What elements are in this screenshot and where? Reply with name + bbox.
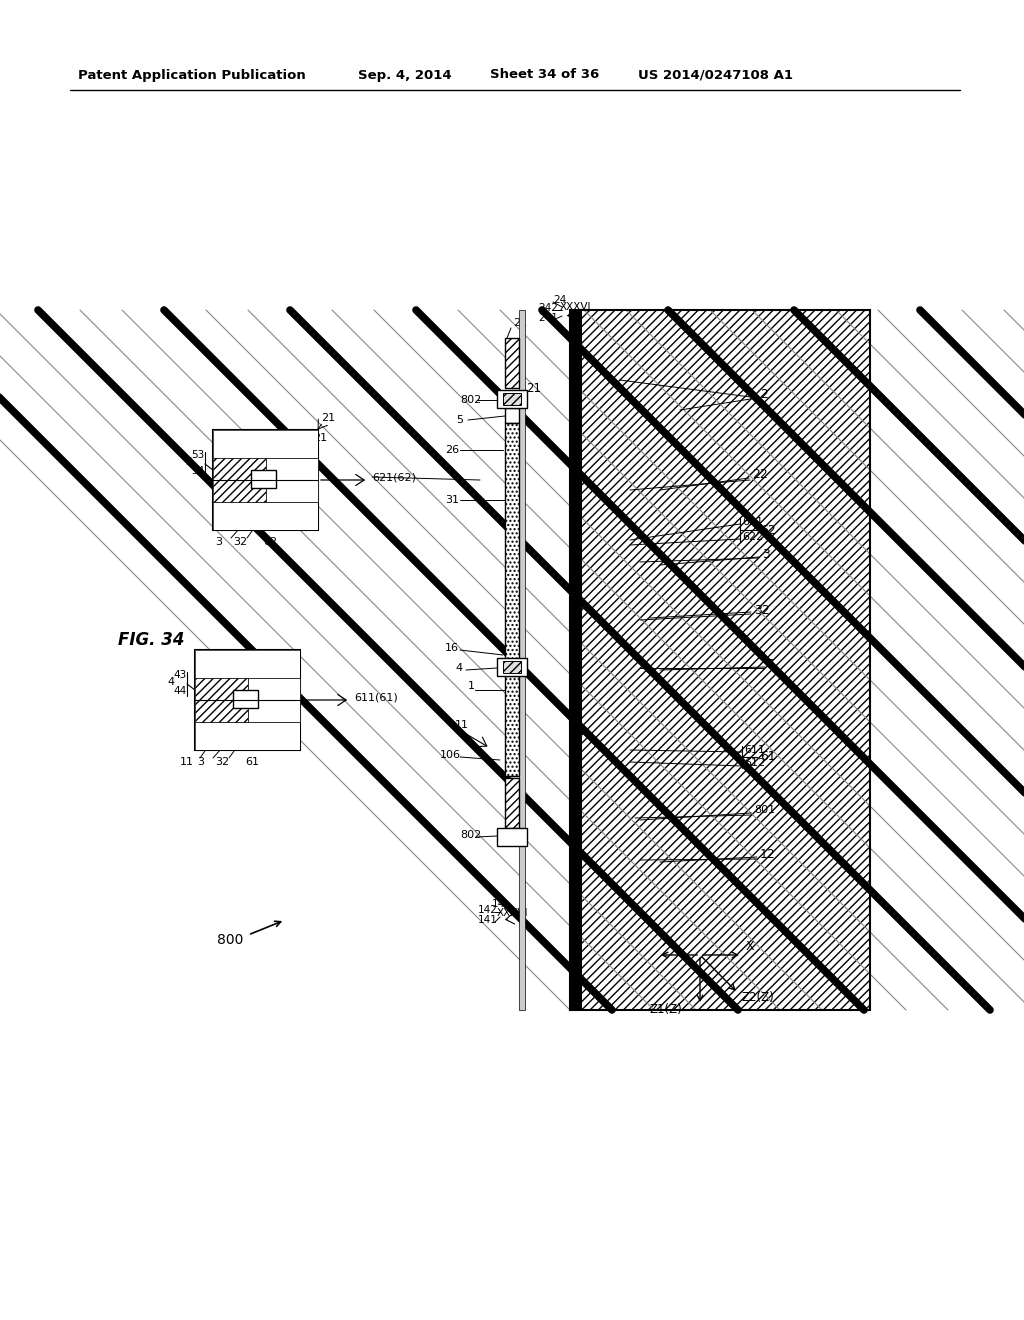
Text: 621: 621 xyxy=(742,517,763,527)
Text: 61: 61 xyxy=(760,751,776,763)
Bar xyxy=(195,722,300,750)
Text: X: X xyxy=(662,936,671,949)
Text: 62: 62 xyxy=(263,537,278,546)
Bar xyxy=(213,458,318,502)
Text: 11: 11 xyxy=(455,719,469,730)
Text: 21: 21 xyxy=(526,381,541,395)
Bar xyxy=(505,408,519,422)
Text: 26: 26 xyxy=(445,445,459,455)
Bar xyxy=(265,458,318,502)
Bar xyxy=(503,661,521,673)
Bar xyxy=(570,310,870,1010)
Text: 3: 3 xyxy=(197,756,204,767)
Text: 1: 1 xyxy=(768,659,776,672)
Text: 621(62): 621(62) xyxy=(372,473,416,482)
Text: 24: 24 xyxy=(553,294,566,305)
Text: 3: 3 xyxy=(215,537,222,546)
Text: Patent Application Publication: Patent Application Publication xyxy=(78,69,306,82)
Text: FIG. 34: FIG. 34 xyxy=(118,631,184,649)
Text: 611(61): 611(61) xyxy=(354,692,397,702)
Text: 21: 21 xyxy=(313,433,327,444)
Text: 611: 611 xyxy=(744,744,765,755)
Bar xyxy=(195,649,300,750)
Text: 22: 22 xyxy=(752,469,768,482)
Text: Sheet 34 of 36: Sheet 34 of 36 xyxy=(490,69,599,82)
Bar xyxy=(503,393,521,405)
Text: 3: 3 xyxy=(762,549,770,561)
Text: 1: 1 xyxy=(468,681,475,690)
Text: 4: 4 xyxy=(455,663,462,673)
Bar xyxy=(505,338,519,388)
Text: 32: 32 xyxy=(233,537,247,546)
Bar xyxy=(570,310,870,1010)
Bar xyxy=(251,470,276,488)
Bar xyxy=(195,722,300,750)
Text: 4: 4 xyxy=(167,677,174,686)
Text: Sep. 4, 2014: Sep. 4, 2014 xyxy=(358,69,452,82)
Text: 242: 242 xyxy=(538,304,558,313)
Text: 800: 800 xyxy=(217,933,244,946)
Text: 142: 142 xyxy=(478,906,498,915)
Bar xyxy=(570,310,870,1010)
Text: 106: 106 xyxy=(440,750,461,760)
Text: 43: 43 xyxy=(173,671,186,680)
Text: 241: 241 xyxy=(538,313,558,323)
Text: 2: 2 xyxy=(760,388,768,401)
Bar xyxy=(213,458,265,502)
Bar xyxy=(195,678,248,722)
Bar xyxy=(497,657,527,676)
Bar xyxy=(497,389,527,408)
Text: X: X xyxy=(746,940,755,953)
Bar xyxy=(213,430,318,531)
Text: 21: 21 xyxy=(513,318,527,327)
Text: 5: 5 xyxy=(185,457,193,467)
Text: Z1(Z): Z1(Z) xyxy=(650,1003,683,1016)
Text: 54: 54 xyxy=(191,466,204,477)
Text: 5: 5 xyxy=(456,414,463,425)
Text: 31: 31 xyxy=(445,495,459,506)
Bar xyxy=(519,310,525,1010)
Bar xyxy=(195,649,300,678)
Bar xyxy=(213,430,318,458)
Text: 53: 53 xyxy=(191,450,204,459)
Text: 11: 11 xyxy=(180,756,194,767)
Text: XXXVI: XXXVI xyxy=(560,302,592,312)
Bar xyxy=(570,310,582,1010)
Text: 612: 612 xyxy=(744,758,765,768)
Bar xyxy=(497,828,527,846)
Bar xyxy=(248,678,300,722)
Text: 62: 62 xyxy=(760,524,776,536)
Bar xyxy=(213,430,318,458)
Text: 61: 61 xyxy=(245,756,259,767)
Bar xyxy=(505,676,519,776)
Text: 141: 141 xyxy=(478,915,498,925)
Text: 32: 32 xyxy=(215,756,229,767)
Bar xyxy=(195,678,300,722)
Text: Z2(Z): Z2(Z) xyxy=(742,990,775,1003)
Text: XXXVI: XXXVI xyxy=(497,908,528,917)
Text: 16: 16 xyxy=(445,643,459,653)
Text: 801: 801 xyxy=(754,805,775,814)
Bar xyxy=(213,502,318,531)
Text: 21: 21 xyxy=(321,413,335,422)
Bar xyxy=(195,649,300,678)
Text: US 2014/0247108 A1: US 2014/0247108 A1 xyxy=(638,69,793,82)
Text: 44: 44 xyxy=(173,686,186,696)
Bar xyxy=(505,777,519,828)
Text: 12: 12 xyxy=(760,849,776,862)
Text: 802: 802 xyxy=(460,395,481,405)
Bar xyxy=(233,690,258,708)
Bar xyxy=(213,502,318,531)
Text: 622: 622 xyxy=(742,532,763,543)
Text: 14: 14 xyxy=(492,899,505,909)
Text: 32: 32 xyxy=(754,603,770,616)
Text: 802: 802 xyxy=(460,830,481,840)
Bar xyxy=(570,310,870,1010)
Bar xyxy=(505,422,519,660)
